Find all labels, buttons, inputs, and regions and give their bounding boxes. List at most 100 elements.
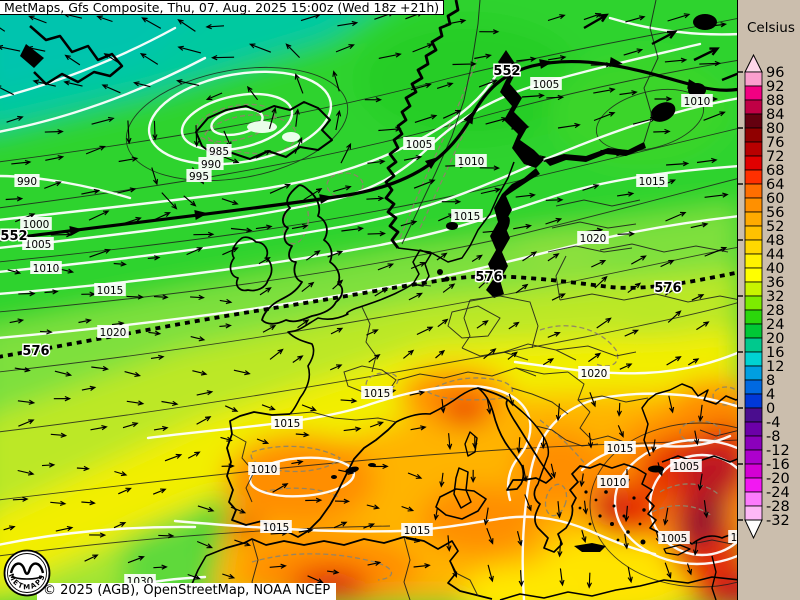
svg-text:88: 88	[766, 93, 784, 109]
svg-text:1015: 1015	[639, 176, 666, 188]
pressure-label: 1015	[260, 520, 292, 534]
pressure-label: 1015	[271, 416, 303, 430]
svg-text:985: 985	[209, 146, 229, 158]
svg-text:1005: 1005	[25, 239, 52, 251]
svg-text:1010: 1010	[684, 96, 711, 108]
pressure-label: 985	[206, 144, 232, 158]
wind-arrows	[0, 11, 729, 589]
coastlines	[20, 0, 737, 600]
jet-arrowheads	[69, 57, 701, 236]
svg-text:1010: 1010	[600, 477, 627, 489]
svg-text:1005: 1005	[406, 139, 433, 151]
svg-text:1010: 1010	[33, 263, 60, 275]
height-contours	[0, 18, 737, 588]
pressure-label: 1005	[728, 530, 737, 544]
svg-text:48: 48	[766, 233, 784, 249]
svg-text:64: 64	[766, 177, 784, 193]
svg-text:1005: 1005	[533, 79, 560, 91]
svg-text:84: 84	[766, 107, 784, 123]
pressure-label: 1005	[22, 237, 54, 251]
pressure-label: 1020	[578, 366, 610, 380]
temperature-scale-panel: Celsius 96 92 88 84 80 76 72 68 64 60 56 52 48 44 40 36…	[737, 0, 800, 600]
pressure-label: 1015	[604, 441, 636, 455]
logo-wave-icon	[9, 562, 45, 575]
pressure-label: 990	[14, 174, 40, 188]
pressure-label: 990	[198, 157, 224, 171]
svg-text:8: 8	[766, 373, 775, 389]
svg-text:1015: 1015	[274, 418, 301, 430]
pressure-label: 1015	[636, 174, 668, 188]
pressure-label: 1015	[94, 283, 126, 297]
svg-text:1005: 1005	[731, 532, 737, 544]
svg-text:72: 72	[766, 149, 784, 165]
svg-text:92: 92	[766, 79, 784, 95]
svg-text:36: 36	[766, 275, 784, 291]
svg-text:80: 80	[766, 121, 784, 137]
credit-text: © 2025 (AGB), OpenStreetMap, NOAA NCEP	[43, 583, 331, 598]
svg-text:-8: -8	[766, 429, 780, 445]
svg-text:44: 44	[766, 247, 784, 263]
title-bar: MetMaps, Gfs Composite, Thu, 07. Aug. 20…	[0, 0, 445, 15]
thickness-label: 552	[493, 64, 520, 79]
svg-text:40: 40	[766, 261, 784, 277]
pressure-label: 1015	[401, 523, 433, 537]
svg-text:1015: 1015	[607, 443, 634, 455]
pressure-label: 1010	[455, 154, 487, 168]
svg-text:32: 32	[766, 289, 784, 305]
svg-text:1020: 1020	[581, 368, 608, 380]
scale-title: Celsius	[747, 20, 795, 36]
pressure-labels: 9859909959901000100510101015102010301005…	[0, 63, 737, 588]
svg-text:24: 24	[766, 317, 784, 333]
pressure-label: 1005	[530, 77, 562, 91]
svg-text:1010: 1010	[251, 464, 278, 476]
svg-text:1015: 1015	[263, 522, 290, 534]
pressure-label: 1010	[30, 261, 62, 275]
svg-text:995: 995	[189, 171, 209, 183]
pressure-label: 1000	[20, 217, 52, 231]
pressure-label: 1020	[577, 231, 609, 245]
pressure-label: 1010	[248, 462, 280, 476]
svg-text:-16: -16	[766, 457, 790, 473]
pressure-label: 1005	[670, 459, 702, 473]
svg-text:1005: 1005	[673, 461, 700, 473]
pressure-label: 1005	[403, 137, 435, 151]
metmaps-logo: METMAPS	[3, 549, 51, 597]
svg-text:-12: -12	[766, 443, 790, 459]
svg-text:0: 0	[766, 401, 775, 417]
weather-map: 9859909959901000100510101015102010301005…	[0, 0, 737, 600]
temperature-color-scale: 9692888480767268646056524844403632282420…	[738, 53, 790, 540]
svg-text:-24: -24	[766, 485, 790, 501]
title-text: MetMaps, Gfs Composite, Thu, 07. Aug. 20…	[4, 0, 440, 15]
svg-text:1005: 1005	[661, 533, 688, 545]
svg-text:1000: 1000	[23, 219, 50, 231]
svg-text:52: 52	[766, 219, 784, 235]
svg-text:-4: -4	[766, 415, 780, 431]
svg-text:1010: 1010	[458, 156, 485, 168]
svg-text:1020: 1020	[580, 233, 607, 245]
svg-text:20: 20	[766, 331, 784, 347]
svg-text:-20: -20	[766, 471, 790, 487]
svg-text:12: 12	[766, 359, 784, 375]
svg-text:1015: 1015	[404, 525, 431, 537]
svg-text:96: 96	[766, 65, 784, 81]
bold-wind-arrows	[583, 13, 737, 82]
svg-text:76: 76	[766, 135, 784, 151]
pressure-label: 1015	[361, 386, 393, 400]
svg-text:-28: -28	[766, 499, 790, 515]
svg-text:4: 4	[766, 387, 775, 403]
svg-text:56: 56	[766, 205, 784, 221]
pressure-label: 1010	[597, 475, 629, 489]
thickness-label: 576	[22, 344, 49, 359]
svg-text:68: 68	[766, 163, 784, 179]
pressure-label: 1015	[451, 209, 483, 223]
svg-text:1015: 1015	[364, 388, 391, 400]
svg-text:1015: 1015	[97, 285, 124, 297]
svg-text:1020: 1020	[100, 327, 127, 339]
thickness-label: 552	[0, 229, 27, 244]
pressure-label: 1010	[681, 94, 713, 108]
pressure-label: 1020	[97, 325, 129, 339]
thickness-label: 576	[654, 281, 681, 296]
svg-text:-32: -32	[766, 513, 790, 529]
svg-text:16: 16	[766, 345, 784, 361]
